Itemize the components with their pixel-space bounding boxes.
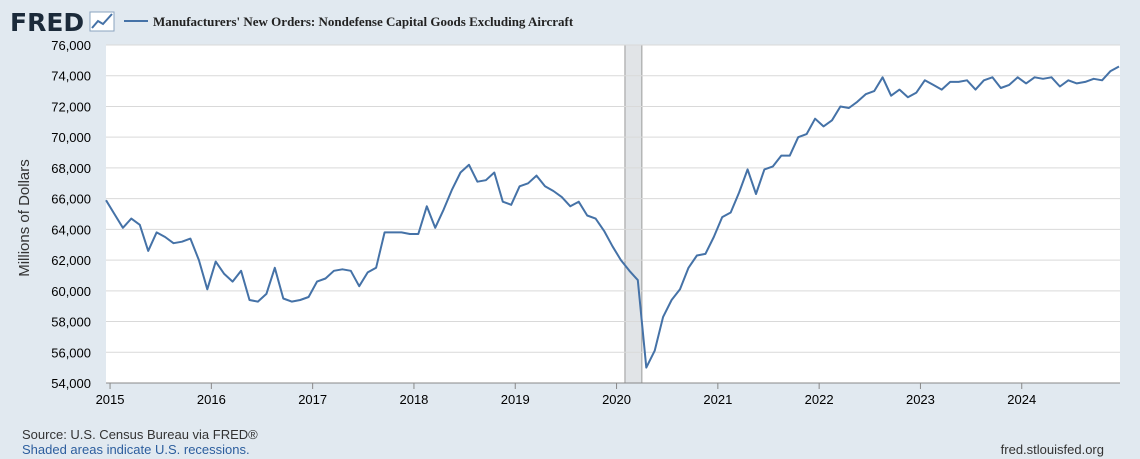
x-tick-label: 2024 — [1007, 392, 1036, 407]
x-tick-label: 2018 — [399, 392, 428, 407]
y-tick-label: 62,000 — [51, 253, 91, 268]
x-tick-label: 2017 — [298, 392, 327, 407]
fred-logo-graph-icon — [89, 11, 115, 32]
x-tick-label: 2015 — [96, 392, 125, 407]
recession-note[interactable]: Shaded areas indicate U.S. recessions. — [22, 442, 250, 457]
y-tick-label: 76,000 — [51, 38, 91, 53]
y-tick-label: 74,000 — [51, 69, 91, 84]
plot-area — [106, 45, 1120, 383]
y-axis-label: Millions of Dollars — [16, 159, 33, 277]
x-tick-label: 2019 — [501, 392, 530, 407]
chart-title: Manufacturers' New Orders: Nondefense Ca… — [153, 14, 574, 29]
y-tick-label: 58,000 — [51, 315, 91, 330]
y-tick-label: 68,000 — [51, 161, 91, 176]
x-tick-label: 2020 — [602, 392, 631, 407]
x-tick-label: 2022 — [805, 392, 834, 407]
source-text: Source: U.S. Census Bureau via FRED® — [22, 427, 258, 442]
x-tick-label: 2021 — [703, 392, 732, 407]
chart: FRED Manufacturers' New Orders: Nondefen… — [10, 8, 1120, 407]
site-link[interactable]: fred.stlouisfed.org — [1000, 442, 1104, 457]
fred-logo: FRED — [10, 8, 84, 37]
footer-source-block: Source: U.S. Census Bureau via FRED® Sha… — [22, 427, 258, 457]
y-tick-label: 66,000 — [51, 192, 91, 207]
series-line — [105, 65, 1120, 369]
recession-shade — [624, 44, 643, 384]
y-tick-label: 60,000 — [51, 284, 91, 299]
y-tick-label: 72,000 — [51, 99, 91, 114]
x-tick-label: 2023 — [906, 392, 935, 407]
x-tick-label: 2016 — [197, 392, 226, 407]
y-tick-label: 56,000 — [51, 345, 91, 360]
y-tick-label: 54,000 — [51, 376, 91, 391]
y-tick-label: 70,000 — [51, 130, 91, 145]
y-tick-label: 64,000 — [51, 222, 91, 237]
